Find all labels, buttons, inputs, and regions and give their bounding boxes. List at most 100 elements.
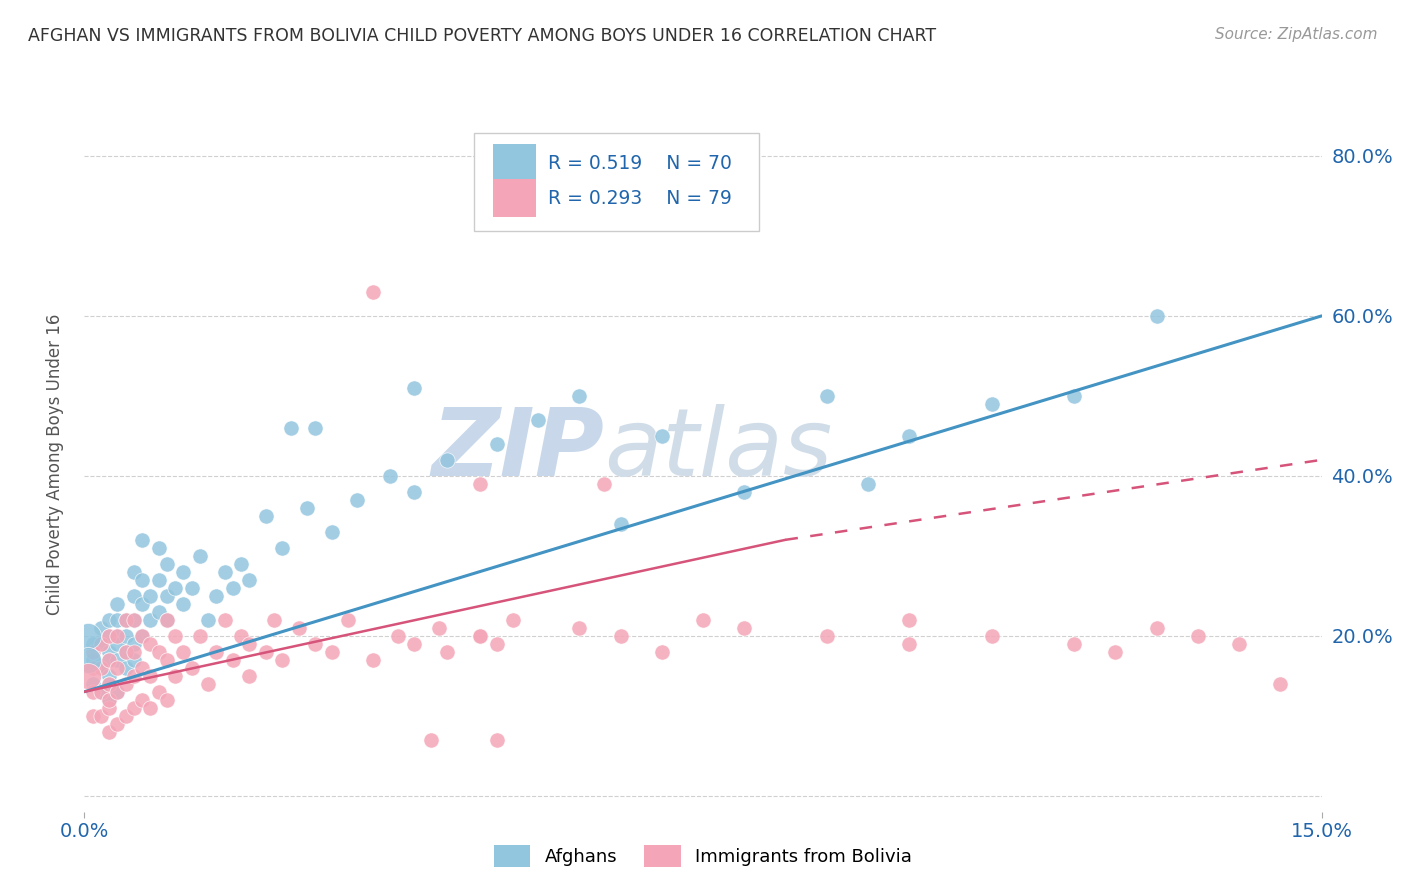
- Point: [387, 629, 409, 643]
- Point: [361, 653, 384, 667]
- Legend: Afghans, Immigrants from Bolivia: Afghans, Immigrants from Bolivia: [486, 838, 920, 874]
- Point: [148, 573, 170, 587]
- Point: [98, 692, 121, 706]
- Point: [122, 653, 145, 667]
- Point: [165, 629, 187, 643]
- Point: [131, 573, 153, 587]
- Text: AFGHAN VS IMMIGRANTS FROM BOLIVIA CHILD POVERTY AMONG BOYS UNDER 16 CORRELATION : AFGHAN VS IMMIGRANTS FROM BOLIVIA CHILD …: [28, 27, 936, 45]
- Point: [172, 565, 194, 579]
- Point: [898, 429, 921, 443]
- Point: [122, 613, 145, 627]
- Point: [156, 557, 179, 571]
- Point: [98, 669, 121, 683]
- Point: [98, 677, 121, 691]
- Point: [188, 549, 211, 563]
- Point: [156, 613, 179, 627]
- Point: [139, 589, 162, 603]
- Point: [105, 629, 128, 643]
- Point: [470, 629, 492, 643]
- Point: [114, 645, 136, 659]
- Point: [229, 629, 252, 643]
- Point: [568, 621, 591, 635]
- Point: [609, 629, 631, 643]
- Point: [105, 653, 128, 667]
- Point: [280, 421, 302, 435]
- Point: [98, 677, 121, 691]
- Point: [131, 533, 153, 547]
- Point: [222, 581, 245, 595]
- Point: [156, 589, 179, 603]
- Point: [90, 685, 112, 699]
- Point: [105, 613, 128, 627]
- Point: [148, 541, 170, 555]
- Point: [98, 629, 121, 643]
- Point: [82, 637, 104, 651]
- Point: [214, 565, 236, 579]
- Point: [1227, 637, 1250, 651]
- FancyBboxPatch shape: [474, 134, 759, 231]
- Point: [1063, 637, 1085, 651]
- Point: [114, 645, 136, 659]
- Point: [419, 732, 441, 747]
- Point: [436, 645, 458, 659]
- Point: [82, 685, 104, 699]
- Point: [77, 669, 100, 683]
- Point: [404, 381, 426, 395]
- Point: [337, 613, 360, 627]
- Point: [304, 421, 326, 435]
- Point: [304, 637, 326, 651]
- Point: [238, 573, 260, 587]
- Point: [139, 700, 162, 714]
- Point: [651, 429, 673, 443]
- Point: [485, 437, 508, 451]
- Text: ZIP: ZIP: [432, 404, 605, 496]
- Bar: [492, 178, 536, 217]
- Point: [156, 692, 179, 706]
- Point: [254, 645, 277, 659]
- Point: [114, 613, 136, 627]
- Point: [214, 613, 236, 627]
- Point: [165, 669, 187, 683]
- Point: [427, 621, 450, 635]
- Point: [229, 557, 252, 571]
- Point: [131, 692, 153, 706]
- Point: [105, 716, 128, 731]
- Point: [148, 605, 170, 619]
- Point: [148, 685, 170, 699]
- Point: [1187, 629, 1209, 643]
- Point: [222, 653, 245, 667]
- Point: [77, 653, 100, 667]
- Point: [82, 653, 104, 667]
- Point: [98, 629, 121, 643]
- Text: R = 0.293    N = 79: R = 0.293 N = 79: [548, 188, 733, 208]
- Point: [815, 629, 838, 643]
- Point: [122, 645, 145, 659]
- Point: [815, 389, 838, 403]
- Point: [271, 541, 294, 555]
- Point: [980, 629, 1002, 643]
- Point: [205, 589, 228, 603]
- Point: [404, 484, 426, 499]
- Point: [90, 637, 112, 651]
- Point: [105, 685, 128, 699]
- Point: [568, 389, 591, 403]
- Point: [122, 637, 145, 651]
- Text: atlas: atlas: [605, 404, 832, 495]
- Point: [139, 613, 162, 627]
- Point: [205, 645, 228, 659]
- Point: [404, 637, 426, 651]
- Point: [90, 661, 112, 675]
- Point: [98, 613, 121, 627]
- Point: [105, 629, 128, 643]
- Point: [172, 597, 194, 611]
- Point: [156, 613, 179, 627]
- Point: [98, 653, 121, 667]
- Point: [122, 589, 145, 603]
- Point: [502, 613, 524, 627]
- Point: [131, 629, 153, 643]
- Point: [254, 508, 277, 523]
- Text: R = 0.519    N = 70: R = 0.519 N = 70: [548, 153, 733, 173]
- Point: [114, 677, 136, 691]
- Point: [188, 629, 211, 643]
- Point: [898, 637, 921, 651]
